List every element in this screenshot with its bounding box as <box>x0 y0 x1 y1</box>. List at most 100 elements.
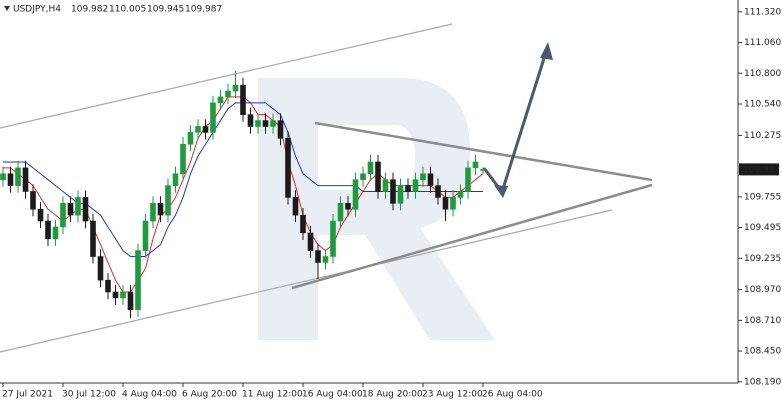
price-label: 109.987 <box>743 165 780 175</box>
x-tick-label: 30 Jul 12:00 <box>62 390 116 400</box>
candle-body <box>135 250 141 311</box>
candle-body <box>225 90 231 98</box>
y-tick-label: 111.060 <box>744 38 781 48</box>
header-high: 110.005 <box>109 5 146 15</box>
arrow-head <box>494 185 508 198</box>
candle-body <box>60 203 66 228</box>
candle-body <box>292 197 299 216</box>
y-tick-label: 109.755 <box>744 192 781 202</box>
candle-body <box>112 291 119 299</box>
x-tick-label: 27 Jul 2021 <box>2 390 53 400</box>
candle-body <box>172 173 179 186</box>
candle-body <box>187 132 194 145</box>
header-low: 109.945 <box>147 5 184 15</box>
candle-body <box>97 256 104 281</box>
candle-body <box>262 120 269 127</box>
channel-line <box>0 209 613 353</box>
drawing-layer <box>0 23 653 353</box>
candle-body <box>390 179 396 204</box>
candle-body <box>0 173 6 180</box>
candle-body <box>37 208 44 222</box>
candle-body <box>15 167 21 186</box>
candle-body <box>420 173 426 180</box>
y-tick-label: 110.275 <box>744 131 781 141</box>
symbol-marker <box>4 6 10 11</box>
candle-body <box>105 279 111 293</box>
candle-body <box>382 179 389 192</box>
candle-body <box>442 197 449 210</box>
candle-body <box>210 102 216 133</box>
candle-body <box>465 167 471 192</box>
y-tick-label: 108.970 <box>744 285 781 295</box>
candle-body <box>412 179 419 192</box>
y-tick-label: 109.235 <box>744 254 781 264</box>
candle-body <box>337 203 344 222</box>
candle-body <box>285 138 291 198</box>
y-tick-label: 109.495 <box>744 223 781 233</box>
candle-body <box>7 173 14 186</box>
candle-body <box>270 120 276 127</box>
x-tick-label: 26 Aug 04:00 <box>482 390 543 400</box>
candle-body <box>307 232 314 251</box>
header-close: 109.987 <box>185 5 222 15</box>
candles <box>0 70 486 318</box>
candle-body <box>405 185 411 192</box>
candle-body <box>240 84 246 115</box>
candle-body <box>300 214 306 234</box>
candle-body <box>195 126 201 133</box>
y-tick-label: 108.710 <box>744 316 781 326</box>
x-tick-label: 11 Aug 12:00 <box>242 390 303 400</box>
candle-body <box>217 96 224 104</box>
candle-body <box>435 185 441 198</box>
candle-body <box>457 191 464 198</box>
candle-body <box>322 256 329 263</box>
candle-body <box>397 185 404 204</box>
header-open: 109.982 <box>71 5 108 15</box>
candle-body <box>345 203 351 210</box>
candle-body <box>375 161 381 192</box>
price-label-box <box>739 163 779 176</box>
channel-line <box>0 23 453 129</box>
candle-body <box>22 167 29 192</box>
y-tick-label: 110.540 <box>744 100 781 110</box>
candle-body <box>255 120 261 127</box>
x-tick-label: 16 Aug 04:00 <box>302 390 363 400</box>
x-tick-label: 23 Aug 12:00 <box>422 390 483 400</box>
x-tick-label: 6 Aug 20:00 <box>182 390 237 400</box>
candle-body <box>472 161 479 169</box>
candle-body <box>360 173 366 180</box>
candle-body <box>232 84 239 92</box>
candle-body <box>277 120 284 139</box>
candle-body <box>157 203 164 216</box>
x-tick-label: 18 Aug 20:00 <box>362 390 423 400</box>
candle-body <box>330 220 336 257</box>
arrow-head <box>540 42 553 60</box>
candle-body <box>30 191 36 210</box>
candle-body <box>150 203 156 222</box>
y-tick-label: 108.190 <box>744 377 781 387</box>
x-tick-label: 4 Aug 04:00 <box>122 390 177 400</box>
candle-body <box>450 197 456 210</box>
candle-body <box>90 220 96 257</box>
candle-body <box>52 226 59 240</box>
candle-body <box>75 197 81 216</box>
candle-body <box>165 185 171 216</box>
candle-body <box>480 169 486 171</box>
candle-body <box>367 161 374 175</box>
y-tick-label: 111.320 <box>744 7 781 17</box>
candle-body <box>315 250 321 263</box>
y-tick-label: 110.800 <box>744 69 781 79</box>
candle-body <box>202 126 209 133</box>
y-tick-label: 108.450 <box>744 347 781 357</box>
candle-body <box>67 203 74 216</box>
candle-body <box>352 179 359 210</box>
triangle-line <box>314 121 653 182</box>
candle-body <box>142 220 149 251</box>
chart-title: USDJPY,H4 <box>13 5 61 15</box>
candle-body <box>45 220 51 240</box>
candle-body <box>82 197 89 222</box>
candle-body <box>427 173 434 186</box>
candle-body <box>120 291 126 299</box>
candle-body <box>127 291 134 311</box>
